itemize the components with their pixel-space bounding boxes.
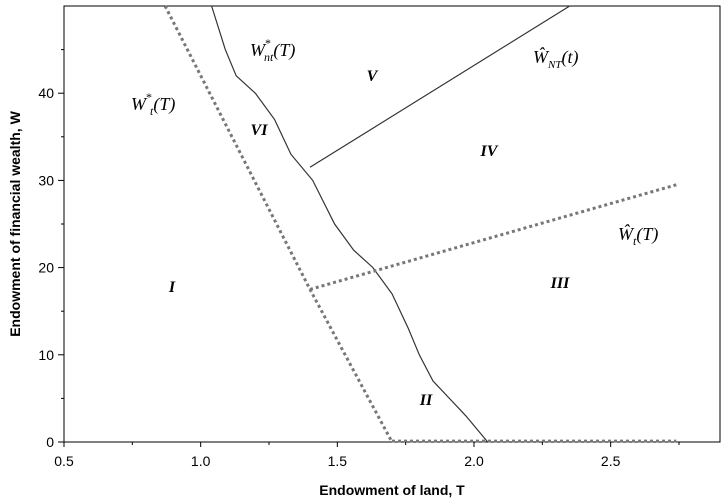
- y-tick-label: 0: [46, 434, 54, 450]
- x-axis-title: Endowment of land, T: [319, 482, 465, 498]
- x-tick-label: 1.5: [328, 453, 348, 469]
- curve-label-w-hat-t: Ŵt(T): [618, 223, 658, 248]
- y-tick-label: 20: [38, 260, 54, 276]
- x-tick-label: 0.5: [54, 453, 74, 469]
- curve-label-w-star-nt: W* nt(T): [250, 36, 295, 64]
- y-tick-label: 30: [38, 172, 54, 188]
- x-axis-ticks: 0.5 1.0 1.5 2.0 2.5: [54, 442, 680, 469]
- series-line-2: [211, 5, 489, 443]
- region-label-II: II: [419, 392, 433, 409]
- region-label-VI: VI: [251, 122, 269, 139]
- curve-label-w-star-t: W* t(T): [131, 90, 175, 118]
- curve-label-w-hat-nt: ŴNT(t): [533, 46, 578, 71]
- y-axis-title: Endowment of financial wealth, W: [7, 110, 23, 336]
- x-tick-label: 2.5: [601, 453, 621, 469]
- y-axis-ticks: 0 10 20 30 40: [38, 49, 64, 450]
- y-tick-label: 10: [38, 347, 54, 363]
- region-label-I: I: [168, 279, 176, 296]
- series-line-1: [163, 5, 394, 443]
- region-label-V: V: [367, 68, 379, 85]
- region-label-IV: IV: [480, 143, 499, 160]
- region-label-III: III: [550, 275, 570, 292]
- y-tick-label: 40: [38, 85, 54, 101]
- series-line-3: [309, 5, 571, 168]
- x-tick-label: 2.0: [464, 453, 484, 469]
- curves: [163, 5, 677, 443]
- x-tick-label: 1.0: [191, 453, 211, 469]
